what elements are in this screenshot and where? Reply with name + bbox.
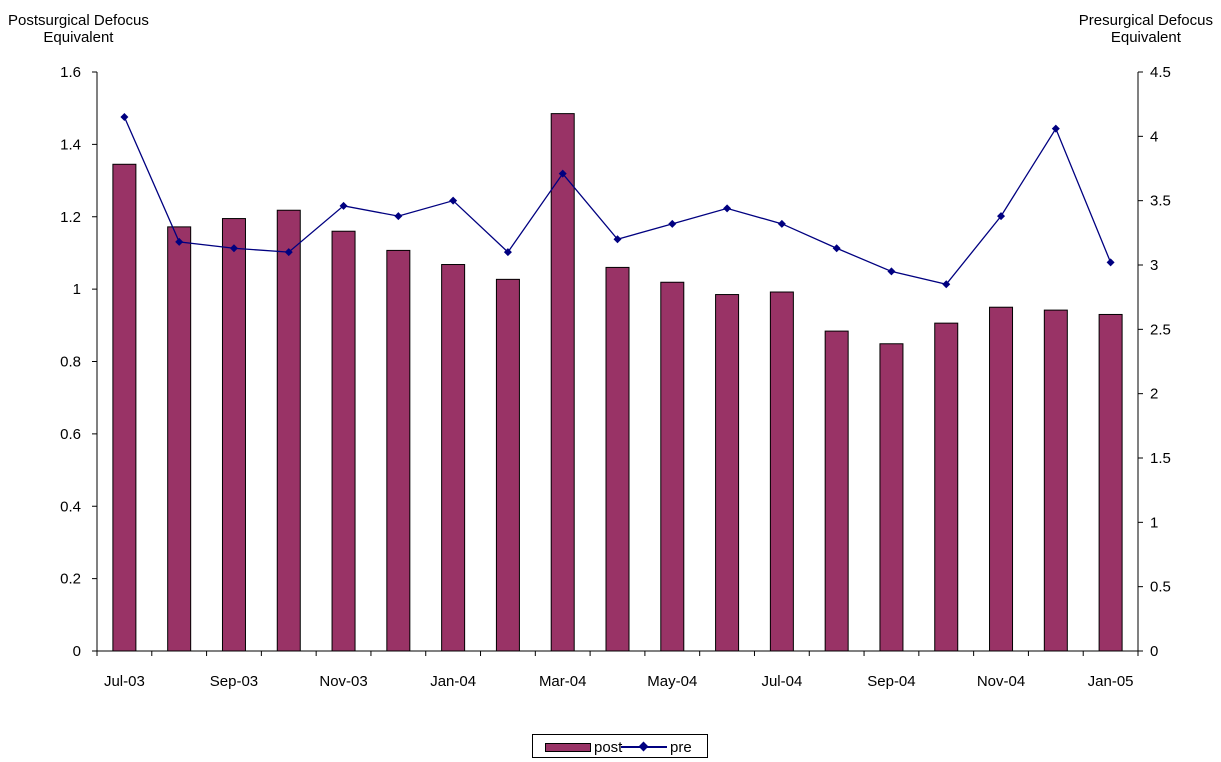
legend-item-pre: pre: [621, 738, 692, 756]
line-series-pre: [120, 113, 1115, 289]
x-tick-label: Jul-04: [761, 673, 802, 690]
point-pre-Nov-03: [339, 201, 348, 210]
bar-post-Dec-04: [1043, 309, 1068, 652]
point-pre-Dec-03: [394, 212, 403, 221]
bar-post-Jul-04: [769, 291, 794, 652]
legend-label-pre: pre: [670, 738, 692, 756]
y-tick-label-right: 0: [1150, 643, 1158, 660]
x-tick-label: Nov-04: [977, 673, 1025, 690]
point-pre-Jun-04: [723, 204, 732, 213]
bar-post-Oct-03: [276, 209, 301, 652]
bar-post-Dec-03: [386, 249, 411, 652]
legend: post pre: [532, 734, 708, 758]
bar-post-Feb-04: [495, 278, 520, 652]
y-tick-label-left: 0.4: [60, 498, 81, 515]
y-tick-label-right: 2: [1150, 386, 1158, 403]
y-axis-label-right: Presurgical Defocus Equivalent: [1078, 12, 1213, 46]
point-pre-Jul-03: [120, 113, 129, 122]
y-tick-label-right: 0.5: [1150, 579, 1171, 596]
y-tick-label-left: 1.4: [60, 136, 81, 153]
y-tick-label-right: 1: [1150, 514, 1158, 531]
point-pre-Jan-05: [1106, 258, 1115, 267]
bar-post-Jun-04: [715, 294, 740, 652]
point-pre-Oct-04: [942, 280, 951, 289]
bar-post-Nov-03: [331, 230, 356, 652]
bar-series-post: [112, 113, 1123, 652]
bar-post-Mar-04: [550, 113, 575, 652]
y-tick-label-right: 3: [1150, 257, 1158, 274]
x-tick-label: Nov-03: [319, 673, 367, 690]
point-pre-Sep-04: [887, 267, 896, 276]
point-pre-Aug-04: [832, 244, 841, 253]
point-pre-Sep-03: [229, 244, 238, 253]
bar-post-Aug-03: [167, 226, 192, 652]
x-tick-label: Sep-04: [867, 673, 915, 690]
point-pre-Aug-03: [175, 237, 184, 246]
legend-swatch-pre: [621, 741, 667, 752]
point-pre-Mar-04: [558, 169, 567, 178]
bar-post-Apr-04: [605, 266, 630, 652]
x-tick-label: Jul-03: [104, 673, 145, 690]
bar-post-Sep-03: [221, 218, 246, 652]
y-tick-label-left: 0.6: [60, 426, 81, 443]
y-tick-label-left: 0.2: [60, 571, 81, 588]
point-pre-May-04: [668, 219, 677, 228]
point-pre-Apr-04: [613, 235, 622, 244]
bar-post-Jan-05: [1098, 313, 1123, 652]
y-tick-label-right: 2.5: [1150, 321, 1171, 338]
y-tick-label-right: 1.5: [1150, 450, 1171, 467]
point-pre-Dec-04: [1051, 124, 1060, 133]
y-tick-label-right: 3.5: [1150, 193, 1171, 210]
legend-swatch-post: [545, 742, 591, 752]
bar-post-Jan-04: [441, 264, 466, 652]
bar-post-May-04: [660, 281, 685, 652]
point-pre-Jan-04: [449, 196, 458, 205]
bar-post-Aug-04: [824, 330, 849, 652]
x-tick-label: Jan-05: [1088, 673, 1134, 690]
x-tick-label: Sep-03: [210, 673, 258, 690]
legend-item-post: post: [545, 738, 622, 756]
bar-post-Jul-03: [112, 163, 137, 652]
axes: 0 0.2 0.4 0.6 0.8 1 1.2 1.4 1.6 0 0.5 1 1.5 2 2.5 3 3.5 4…: [60, 64, 1171, 690]
y-tick-label-left: 1.2: [60, 209, 81, 226]
x-tick-label: May-04: [647, 673, 697, 690]
y-tick-label-right: 4: [1150, 128, 1158, 145]
y-tick-label-left: 1: [73, 281, 81, 298]
y-tick-label-left: 0: [73, 643, 81, 660]
point-pre-Oct-03: [284, 248, 293, 257]
point-pre-Jul-04: [777, 219, 786, 228]
bar-post-Sep-04: [879, 343, 904, 652]
y-tick-label-right: 4.5: [1150, 64, 1171, 81]
bar-post-Oct-04: [934, 322, 959, 652]
point-pre-Nov-04: [997, 212, 1006, 221]
point-pre-Feb-04: [503, 248, 512, 257]
y-tick-label-left: 0.8: [60, 354, 81, 371]
y-tick-label-left: 1.6: [60, 64, 81, 81]
x-tick-label: Mar-04: [539, 673, 587, 690]
legend-label-post: post: [594, 738, 623, 756]
line-pre: [123, 116, 1112, 286]
bar-post-Nov-04: [989, 306, 1014, 652]
y-axis-label-left: Postsurgical Defocus Equivalent: [8, 12, 149, 46]
x-tick-label: Jan-04: [430, 673, 476, 690]
